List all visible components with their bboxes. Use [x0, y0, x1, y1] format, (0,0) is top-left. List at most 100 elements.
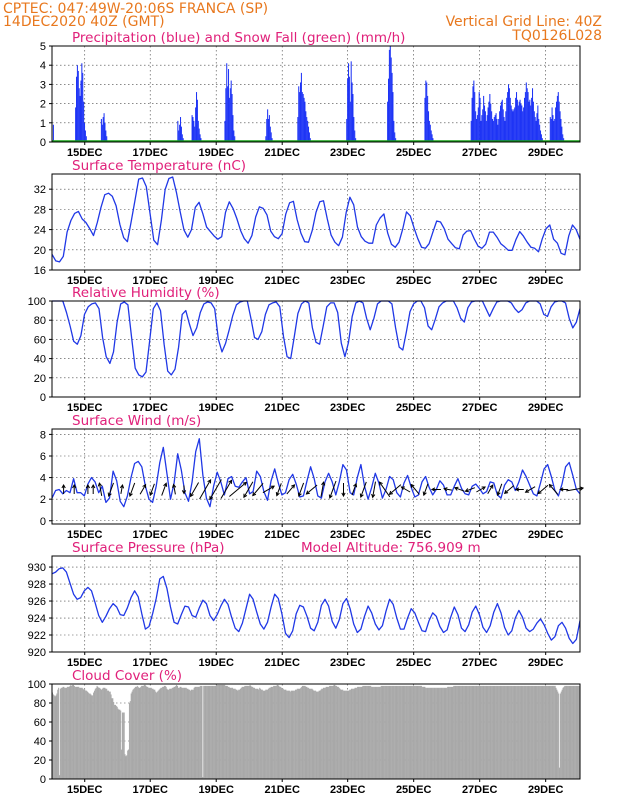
cloud-bar [350, 689, 352, 779]
cloud-bar [316, 691, 318, 779]
cloud-bar [379, 686, 381, 779]
cloud-bar [218, 684, 220, 779]
cloud-bar [94, 688, 96, 779]
precip-bar [200, 138, 202, 142]
cloud-bar [152, 688, 154, 779]
precip-bar [524, 92, 526, 142]
cloud-bar [283, 689, 285, 779]
wind-arrow [400, 486, 411, 493]
cloud-bar [228, 686, 230, 779]
cloud-bar [343, 690, 345, 779]
precip-bar [554, 118, 556, 142]
precip-bar [392, 92, 394, 142]
cloud-bar [232, 688, 234, 779]
cloud-bar [201, 685, 203, 779]
cloud-bar [183, 687, 185, 779]
cloud-bar [340, 689, 342, 779]
precip-bar [432, 138, 434, 142]
cloud-bar [341, 689, 343, 779]
cloud-bar [431, 687, 433, 779]
wind-x-tick-label: 21DEC [264, 529, 300, 541]
cloud-bar [177, 687, 179, 779]
cloud-bar [453, 685, 455, 779]
cloud-bar [413, 685, 415, 779]
cloud-bar [336, 685, 338, 779]
precip-bar [480, 120, 482, 142]
cloud-bar [262, 690, 264, 779]
precip-y-tick-label: 5 [40, 41, 46, 53]
cloud-bar [485, 685, 487, 779]
cloud-title: Cloud Cover (%) [72, 668, 182, 684]
pressure-y-tick-label: 926 [28, 596, 46, 608]
cloud-bar [273, 685, 275, 779]
precip-bar [76, 76, 78, 142]
cloud-bar [364, 685, 366, 779]
cloud-bar [318, 690, 320, 779]
cloud-bar [494, 685, 496, 779]
cloud-bar [489, 685, 491, 779]
precip-bar [532, 88, 534, 142]
cloud-bar [425, 687, 427, 779]
cloud-bar [120, 710, 122, 779]
cloud-bar [513, 685, 515, 779]
cloud-bar [451, 686, 453, 779]
cloud-bar [176, 684, 178, 779]
cloud-bar [344, 690, 346, 779]
cloud-bar [334, 684, 336, 779]
cloud-bar [179, 686, 181, 779]
cloud-bar [135, 686, 137, 779]
cloud-bar [221, 684, 223, 779]
wind-arrow [243, 481, 254, 499]
cloud-bar [159, 688, 161, 779]
cloud-bar [336, 686, 338, 779]
cloud-bar [503, 685, 505, 779]
cloud-bar [508, 685, 510, 779]
precip-bar [481, 115, 483, 142]
cloud-bar [545, 685, 547, 779]
cloud-bar [272, 686, 274, 779]
cloud-bar [437, 687, 439, 779]
cloud-bar [565, 685, 567, 779]
humidity-panel: 0 20 40 60 80 100 15DEC 17DEC 19DEC 21DEC 23DEC 25D… [28, 285, 581, 414]
cloud-bar [384, 685, 386, 779]
precip-bar [297, 117, 299, 142]
precip-bar [558, 101, 560, 142]
precip-bar [560, 118, 562, 142]
precip-bar [497, 124, 499, 142]
cloud-bar [254, 688, 256, 779]
precip-bar [489, 94, 491, 142]
cloud-bar [313, 690, 315, 779]
wind-arrow [476, 486, 487, 493]
cloud-bar [558, 693, 560, 779]
cloud-bar [572, 685, 574, 779]
precip-bar [516, 92, 518, 142]
cloud-y-tick-label: 40 [34, 736, 46, 748]
cloud-bar [538, 685, 540, 779]
humidity-title: Relative Humidity (%) [72, 285, 220, 301]
cloud-bar [547, 685, 549, 779]
cloud-bar [458, 685, 460, 779]
cloud-bar [408, 685, 410, 779]
cloud-bar [446, 687, 448, 779]
cloud-bar [433, 687, 435, 779]
cloud-bar [250, 685, 252, 779]
precip-bar [230, 80, 232, 142]
precip-bar [524, 97, 526, 142]
temperature-x-tick-label: 25DEC [396, 275, 432, 287]
precip-bar [105, 130, 107, 142]
cloud-bar [108, 691, 110, 779]
cloud-bar [166, 688, 168, 779]
wind-arrow [149, 483, 155, 497]
cloud-bar [390, 685, 392, 779]
cloud-bar [240, 687, 242, 779]
cloud-bar [524, 685, 526, 779]
cloud-x-tick-label: 15DEC [67, 784, 103, 796]
cloud-bar [475, 685, 477, 779]
wind-arrow [61, 483, 66, 494]
cloud-bar [128, 749, 130, 779]
precip-bar [519, 99, 521, 142]
wind-arrow [487, 484, 494, 495]
cloud-bar [420, 685, 422, 779]
cloud-bar [448, 686, 450, 779]
cloud-bar [302, 685, 304, 779]
